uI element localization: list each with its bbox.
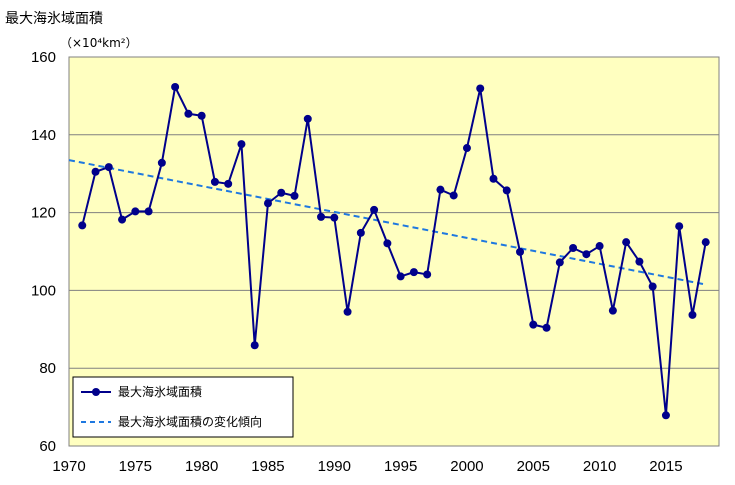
x-tick-label: 2015 [649,458,682,475]
data-point [661,411,670,420]
data-point [462,144,471,153]
data-point [648,282,657,291]
x-tick-label: 1995 [384,458,417,475]
data-point [595,242,604,251]
x-tick-label: 2010 [583,458,616,475]
data-point [78,221,87,230]
data-point [608,306,617,315]
y-tick-label: 80 [39,360,56,377]
data-point [449,191,458,200]
data-point [303,114,312,123]
legend-marker-dot-series-1 [92,388,100,396]
data-point [317,212,326,221]
data-point [356,228,365,237]
x-tick-label: 1985 [251,458,284,475]
x-axis-ticks: 1970 1975 1980 1985 1990 1995 2000 2005 2010 2015 [52,458,682,475]
data-point [131,207,140,216]
data-point [144,207,153,216]
chart-title: 最大海氷域面積 [5,11,103,27]
y-tick-label: 60 [39,438,56,455]
data-point [157,158,166,167]
data-point [701,238,710,247]
data-point [237,140,246,149]
data-point [396,272,405,281]
data-point [171,82,180,91]
x-tick-label: 1990 [318,458,351,475]
y-tick-label: 140 [31,127,56,144]
data-point [118,215,127,224]
data-point [210,177,219,186]
data-point [409,268,418,277]
x-tick-label: 1975 [119,458,152,475]
series-line-max-sea-ice [81,85,707,417]
data-point [489,174,498,183]
y-tick-label: 120 [31,205,56,222]
data-point [582,250,591,259]
x-tick-label: 2000 [450,458,483,475]
legend-label-series-2: 最大海氷域面積の変化傾向 [118,414,262,429]
data-point [542,323,551,332]
data-point [635,257,644,266]
data-point [502,186,511,195]
data-point [383,239,392,248]
y-axis-ticks: 60 80 100 120 140 160 [31,49,56,455]
data-point [330,213,339,222]
legend-box [72,376,294,438]
data-point [688,310,697,319]
x-tick-label: 1970 [52,458,85,475]
data-point [184,109,193,118]
series-layer [68,82,710,420]
data-point [476,84,485,93]
x-tick-label: 1980 [185,458,218,475]
data-point [516,247,525,256]
data-point [370,205,379,214]
y-tick-label: 160 [31,49,56,66]
data-point [343,307,352,316]
data-point [569,243,578,252]
y-tick-label: 100 [31,282,56,299]
legend: 最大海氷域面積 最大海氷域面積の変化傾向 [72,376,294,438]
x-tick-label: 2005 [517,458,550,475]
data-point [436,185,445,194]
data-point [277,188,286,197]
data-point [555,258,564,267]
chart-unit-label: （×10⁴km²） [60,36,138,50]
data-point [423,270,432,279]
legend-label-series-1: 最大海氷域面積 [118,384,202,399]
data-point [263,199,272,208]
data-point [197,111,206,120]
data-point [675,222,684,231]
data-point [250,341,259,350]
gridlines [69,134,719,369]
data-point [529,320,538,329]
data-point [104,163,113,172]
data-point [290,191,299,200]
trend-line [68,159,706,286]
data-point [224,179,233,188]
data-point [91,167,100,176]
data-point [622,238,631,247]
